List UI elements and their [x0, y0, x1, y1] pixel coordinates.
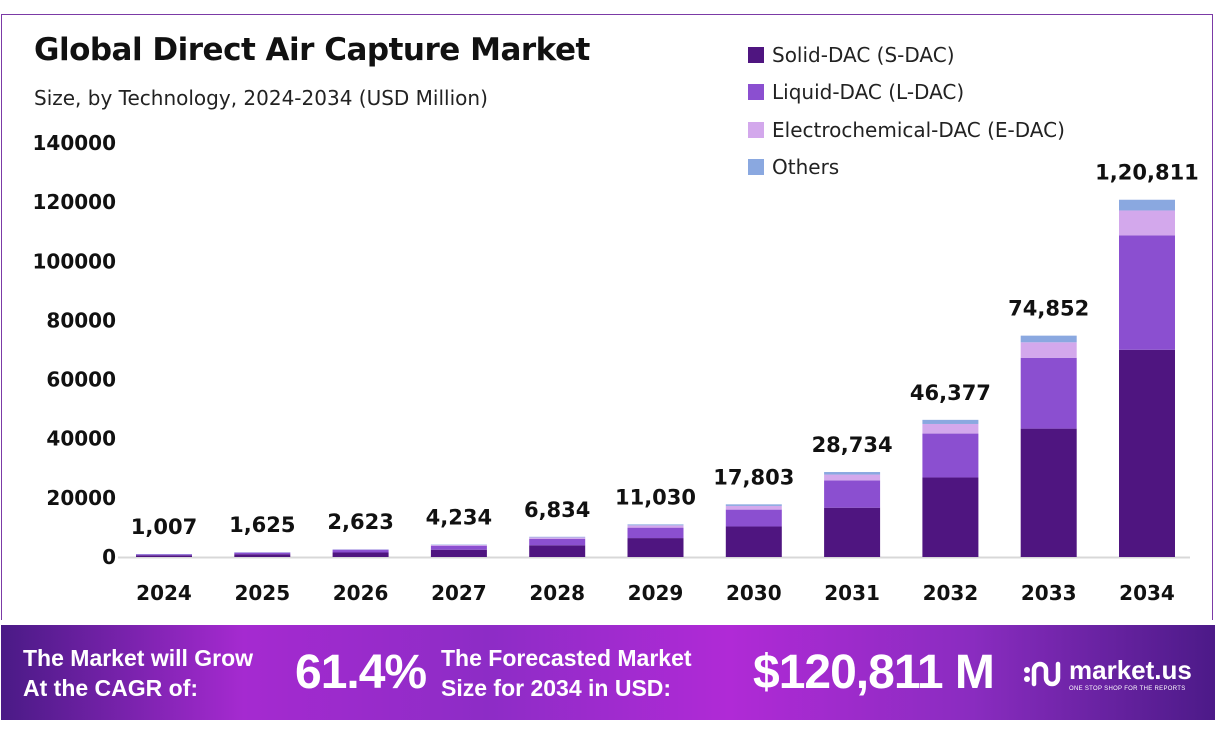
x-tick-label: 2029	[628, 581, 684, 605]
legend-swatch	[748, 159, 764, 176]
legend-label: Electrochemical-DAC (E-DAC)	[772, 117, 1065, 142]
bar-segment-2030-1	[725, 509, 782, 527]
y-tick-label: 100000	[33, 249, 117, 273]
chart-subtitle: Size, by Technology, 2024-2034 (USD Mill…	[34, 86, 488, 110]
bar-segment-2026-0	[332, 552, 389, 557]
footer-banner: The Market will Grow At the CAGR of: 61.…	[1, 625, 1215, 720]
bar-segment-2024-1	[136, 554, 192, 556]
data-label: 74,852	[1008, 297, 1089, 321]
bar-segment-2027-1	[430, 545, 487, 550]
data-label: 46,377	[910, 381, 991, 405]
bar-segment-2025-0	[234, 554, 291, 557]
cagr-text: The Market will Grow At the CAGR of:	[23, 643, 253, 703]
bar-segment-2034-2	[1119, 210, 1175, 236]
bar-segment-2033-1	[1020, 357, 1077, 429]
forecast-text: The Forecasted Market Size for 2034 in U…	[441, 643, 692, 703]
bar-segment-2028-1	[529, 538, 586, 546]
legend-label: Liquid-DAC (L-DAC)	[772, 80, 965, 105]
x-tick-label: 2027	[431, 581, 487, 605]
x-tick-label: 2034	[1119, 581, 1175, 605]
y-tick-label: 40000	[46, 427, 116, 451]
y-tick-label: 60000	[46, 368, 116, 392]
data-label: 4,234	[426, 505, 492, 529]
data-label: 28,734	[812, 433, 893, 457]
x-tick-label: 2028	[529, 581, 585, 605]
bar-segment-2029-0	[627, 538, 684, 557]
cagr-line1: The Market will Grow	[23, 645, 254, 671]
bar-segment-2030-3	[725, 504, 782, 506]
chart-plot: 0 20000 40000 60000 80000 100000 120000 140000 2…	[33, 131, 1199, 605]
data-label: 2,623	[327, 510, 393, 534]
bar-segment-2030-2	[725, 505, 782, 510]
bar-segment-2027-2	[430, 544, 487, 546]
forecast-line2: Size for 2034 in USD:	[441, 675, 672, 701]
bar-segment-2029-2	[627, 525, 684, 528]
bar-segment-2029-3	[627, 524, 684, 526]
legend-swatch	[748, 121, 764, 138]
legend-swatch	[748, 84, 764, 101]
data-label: 11,030	[615, 485, 696, 509]
legend-label: Solid-DAC (S-DAC)	[772, 42, 955, 67]
cagr-line2: At the CAGR of:	[23, 675, 199, 701]
bar-segment-2025-1	[234, 552, 291, 555]
bar-segment-2032-2	[922, 423, 979, 434]
bar-segment-2032-3	[922, 419, 979, 424]
bar-segment-2034-3	[1119, 199, 1175, 211]
legend-swatch	[748, 46, 764, 63]
bar-segment-2033-3	[1020, 335, 1077, 343]
chart-title: Global Direct Air Capture Market	[34, 32, 590, 68]
bar-segment-2027-0	[430, 549, 487, 557]
x-tick-label: 2032	[923, 581, 979, 605]
legend-label: Others	[772, 155, 840, 180]
data-label: 1,007	[131, 515, 197, 539]
x-tick-label: 2030	[726, 581, 782, 605]
logo-tagline: ONE STOP SHOP FOR THE REPORTS	[1069, 686, 1186, 692]
chart-frame	[1, 14, 1213, 620]
bar-segment-2031-3	[824, 472, 881, 475]
bar-segment-2028-2	[529, 537, 586, 539]
bar-segment-2033-0	[1020, 428, 1077, 557]
bar-segment-2029-1	[627, 527, 684, 539]
forecast-line1: The Forecasted Market	[441, 645, 692, 671]
bar-segment-2031-0	[824, 507, 881, 557]
bar-segment-2031-1	[824, 480, 881, 508]
market-us-logo: market.us ONE STOP SHOP FOR THE REPORTS	[1023, 655, 1192, 692]
bar-segment-2034-1	[1119, 235, 1175, 350]
x-tick-label: 2031	[824, 581, 880, 605]
bar-segment-2033-2	[1020, 342, 1077, 358]
bar-segment-2024-0	[136, 555, 192, 557]
y-tick-label: 0	[102, 545, 116, 569]
y-tick-label: 120000	[33, 190, 117, 214]
bar-segment-2026-2	[332, 549, 389, 551]
bar-segment-2028-3	[529, 536, 586, 538]
legend-item-solid: Solid-DAC (S-DAC)	[748, 36, 1065, 74]
x-tick-label: 2024	[136, 581, 192, 605]
data-label: 17,803	[713, 465, 794, 489]
cagr-value: 61.4%	[295, 646, 427, 699]
data-label: 1,625	[229, 513, 295, 537]
logo-icon	[1024, 661, 1061, 686]
bar-segment-2026-1	[332, 550, 389, 553]
bar-segment-2030-0	[725, 526, 782, 557]
legend-item-liquid: Liquid-DAC (L-DAC)	[748, 74, 1065, 112]
x-tick-label: 2033	[1021, 581, 1077, 605]
y-tick-label: 80000	[46, 308, 116, 332]
y-tick-label: 20000	[46, 486, 116, 510]
data-label: 1,20,811	[1095, 161, 1199, 185]
bar-segment-2028-0	[529, 545, 586, 557]
legend-item-electrochemical: Electrochemical-DAC (E-DAC)	[748, 111, 1065, 149]
x-tick-label: 2025	[234, 581, 290, 605]
logo-text: market.us	[1069, 655, 1192, 685]
bar-segment-2031-2	[824, 474, 881, 481]
x-tick-label: 2026	[333, 581, 389, 605]
bar-segment-2032-1	[922, 433, 979, 478]
y-tick-label: 140000	[33, 131, 117, 155]
bar-segment-2032-0	[922, 477, 979, 557]
legend: Solid-DAC (S-DAC) Liquid-DAC (L-DAC) Ele…	[748, 36, 1065, 186]
bar-segment-2034-0	[1119, 349, 1175, 557]
forecast-value: $120,811 M	[753, 646, 995, 699]
legend-item-others: Others	[748, 149, 1065, 187]
data-label: 6,834	[524, 498, 590, 522]
